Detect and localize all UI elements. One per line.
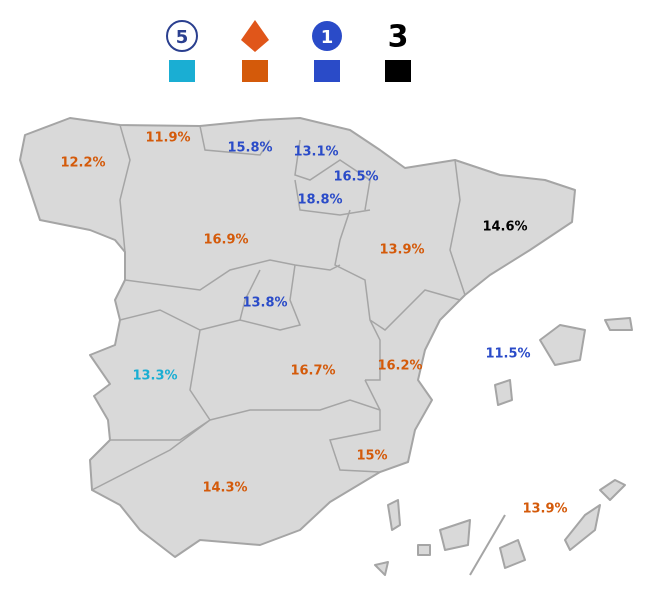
region-value: 15.8% — [227, 141, 272, 156]
region-value: 16.5% — [333, 170, 378, 185]
legend-swatch — [242, 60, 268, 82]
logo-shape — [241, 20, 269, 52]
tenerife — [439, 519, 471, 551]
region-value: 14.3% — [202, 481, 247, 496]
region-value: 12.2% — [60, 156, 105, 171]
logo-ring — [166, 20, 198, 52]
region-labels: 12.2% 11.9% 15.8% 13.1% 16.5% 18.8% 16.9% 13.9%… — [60, 131, 567, 517]
mallorca — [539, 324, 586, 366]
mainland — [19, 117, 576, 558]
canary-divider — [469, 514, 506, 576]
logo-text: 1 — [321, 27, 334, 48]
region-value: 11.9% — [145, 131, 190, 146]
region-value: 13.3% — [132, 369, 177, 384]
logo-glow — [312, 21, 342, 51]
region-value: 14.6% — [482, 220, 527, 235]
fuerteventura — [564, 504, 601, 551]
region-value: 11.5% — [485, 347, 530, 362]
region-value: 15% — [356, 449, 387, 464]
region-value: 16.9% — [203, 233, 248, 248]
region-borders — [91, 124, 466, 491]
legend-swatch — [385, 60, 411, 82]
region-value: 16.7% — [290, 364, 335, 379]
logo-text: 5 — [176, 27, 189, 48]
spain-map — [19, 117, 633, 576]
region-value: 16.2% — [377, 359, 422, 374]
region-value: 13.9% — [379, 243, 424, 258]
logo-text: 3 — [388, 20, 409, 55]
menorca — [604, 317, 633, 331]
region-value: 18.8% — [297, 193, 342, 208]
legend-swatch — [169, 60, 195, 82]
region-value: 13.1% — [293, 145, 338, 160]
la-gomera — [417, 544, 431, 556]
gran-canaria — [499, 539, 526, 569]
region-value: 13.8% — [242, 296, 287, 311]
region-value: 13.9% — [522, 502, 567, 517]
legend-swatch — [314, 60, 340, 82]
el-hierro — [374, 561, 389, 576]
lanzarote — [599, 479, 626, 501]
ibiza — [494, 379, 513, 406]
legend: 5 1 3 — [166, 20, 411, 82]
la-palma — [387, 499, 401, 531]
